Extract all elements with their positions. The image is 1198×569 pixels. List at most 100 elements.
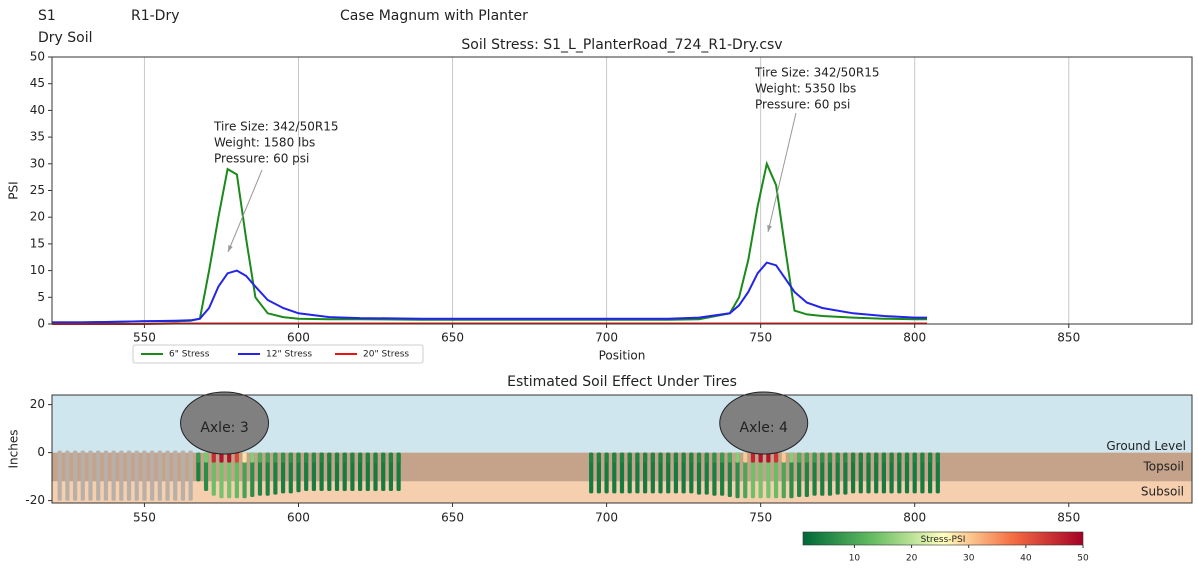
stress-column-cap [211,452,216,463]
stress-column-cap [866,452,871,463]
stress-column [612,452,617,494]
annotation-arrowhead [767,225,772,232]
unloaded-column [134,450,139,501]
stress-column [766,452,771,499]
stress-column [850,452,856,494]
stress-column [881,452,886,494]
stress-column-cap [673,452,679,463]
stress-column-cap [712,452,717,463]
stress-column-cap [889,452,894,463]
stress-column-cap [735,452,740,463]
stress-column [720,452,725,496]
stress-column-cap [835,452,840,463]
stress-column [797,452,802,497]
stress-column-cap [920,452,925,463]
stress-column [804,452,809,497]
layer-label: Topsoil [1142,460,1184,474]
y-tick-label: 0 [37,317,45,331]
y-tick-label: 40 [30,103,45,117]
stress-column [265,452,270,496]
unloaded-column [73,450,78,501]
y-tick-label: 20 [30,397,45,411]
plot-frame [51,394,1193,504]
stress-column [897,452,902,494]
stress-column-cap [912,452,917,463]
stress-column-cap [604,452,609,463]
colorbar-label: Stress-PSI [921,535,966,545]
stress-column-cap [773,452,779,463]
colorbar-tick-label: 20 [906,554,918,564]
unloaded-column [111,450,116,501]
stress-column [627,452,632,494]
x-tick-label: 750 [749,331,772,345]
axle-tire [719,391,809,455]
unloaded-column [165,450,170,501]
stress-column [589,452,594,494]
y-tick-label: 50 [30,50,45,64]
stress-column-cap [273,452,278,463]
stress-column-cap [627,452,632,463]
legend-label: 12" Stress [266,350,312,360]
axle-label: Axle: 4 [740,420,789,436]
stress-column-cap [928,452,933,463]
stress-column [912,452,917,494]
stress-column-cap [227,452,232,463]
chart-title: Estimated Soil Effect Under Tires [507,374,737,390]
colorbar-tick-label: 50 [1077,554,1089,564]
stress-column-cap [720,452,725,463]
unloaded-column [65,450,70,501]
stress-column-cap [358,452,363,463]
stress-column [858,452,863,494]
stress-column [820,452,825,496]
x-axis-label: Position [599,349,646,363]
annotation-text: Pressure: 60 psi [755,98,850,112]
stress-column [712,452,717,496]
unloaded-column [119,450,124,501]
stress-column-cap [758,452,763,463]
stress-column [242,452,247,499]
series-line [52,261,927,324]
stress-column-cap [311,452,316,463]
stress-column [843,452,848,495]
stress-column-cap [203,452,209,463]
stress-column-cap [288,452,293,463]
stress-column [758,452,763,499]
y-axis-label: PSI [7,181,21,199]
stress-column [619,452,625,494]
y-tick-label: 10 [30,263,45,277]
unloaded-column [103,450,109,501]
stress-column-cap [280,452,286,463]
stress-column [750,452,756,499]
stress-column [904,452,910,494]
stress-column-cap [750,452,756,463]
y-tick-label: 15 [30,236,45,250]
series-line [52,160,927,324]
stress-column-cap [635,452,640,463]
stress-column-cap [388,452,394,463]
annotation-text: Weight: 1580 lbs [214,136,315,150]
stress-column-cap [658,452,663,463]
x-tick-label: 650 [441,331,464,345]
colorbar-tick-label: 40 [1020,554,1032,564]
stress-column [250,452,255,497]
stress-column [658,452,663,494]
colorbar-tick-label: 30 [963,554,975,564]
stress-column [666,452,671,494]
x-tick-label: 550 [133,511,156,525]
stress-column-cap [319,452,324,463]
stress-column-cap [381,452,386,463]
unloaded-column [188,450,193,501]
unloaded-column [173,450,178,501]
stress-column [827,452,833,496]
annotation-text: Tire Size: 342/50R15 [213,120,338,134]
stress-column [920,452,925,494]
stress-column-cap [781,452,786,463]
x-tick-label: 700 [595,331,618,345]
annotation-text: Tire Size: 342/50R15 [754,66,879,80]
stress-column-cap [327,452,332,463]
annotation-arrow [767,112,797,233]
stress-column-cap [396,452,401,463]
stress-column [935,452,940,494]
stress-column-cap [874,452,879,463]
unloaded-column [150,450,155,501]
